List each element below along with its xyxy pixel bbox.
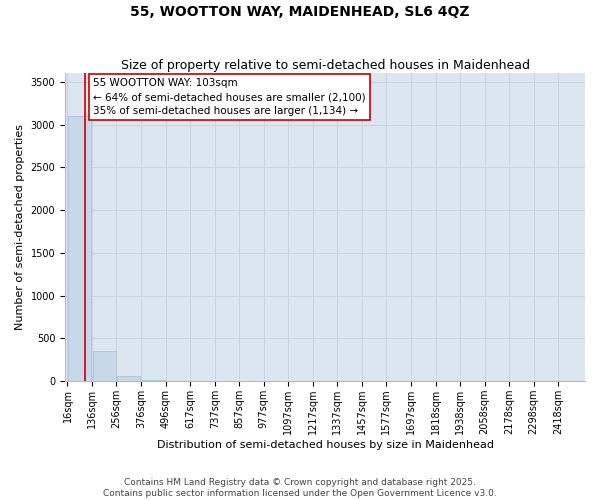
Text: 55, WOOTTON WAY, MAIDENHEAD, SL6 4QZ: 55, WOOTTON WAY, MAIDENHEAD, SL6 4QZ: [130, 5, 470, 19]
Text: Contains HM Land Registry data © Crown copyright and database right 2025.
Contai: Contains HM Land Registry data © Crown c…: [103, 478, 497, 498]
Title: Size of property relative to semi-detached houses in Maidenhead: Size of property relative to semi-detach…: [121, 59, 530, 72]
Bar: [118, 376, 140, 381]
Text: 55 WOOTTON WAY: 103sqm
← 64% of semi-detached houses are smaller (2,100)
35% of : 55 WOOTTON WAY: 103sqm ← 64% of semi-det…: [93, 78, 365, 116]
Bar: [142, 380, 164, 381]
Y-axis label: Number of semi-detached properties: Number of semi-detached properties: [15, 124, 25, 330]
Bar: [93, 351, 116, 381]
X-axis label: Distribution of semi-detached houses by size in Maidenhead: Distribution of semi-detached houses by …: [157, 440, 494, 450]
Bar: [68, 116, 91, 381]
